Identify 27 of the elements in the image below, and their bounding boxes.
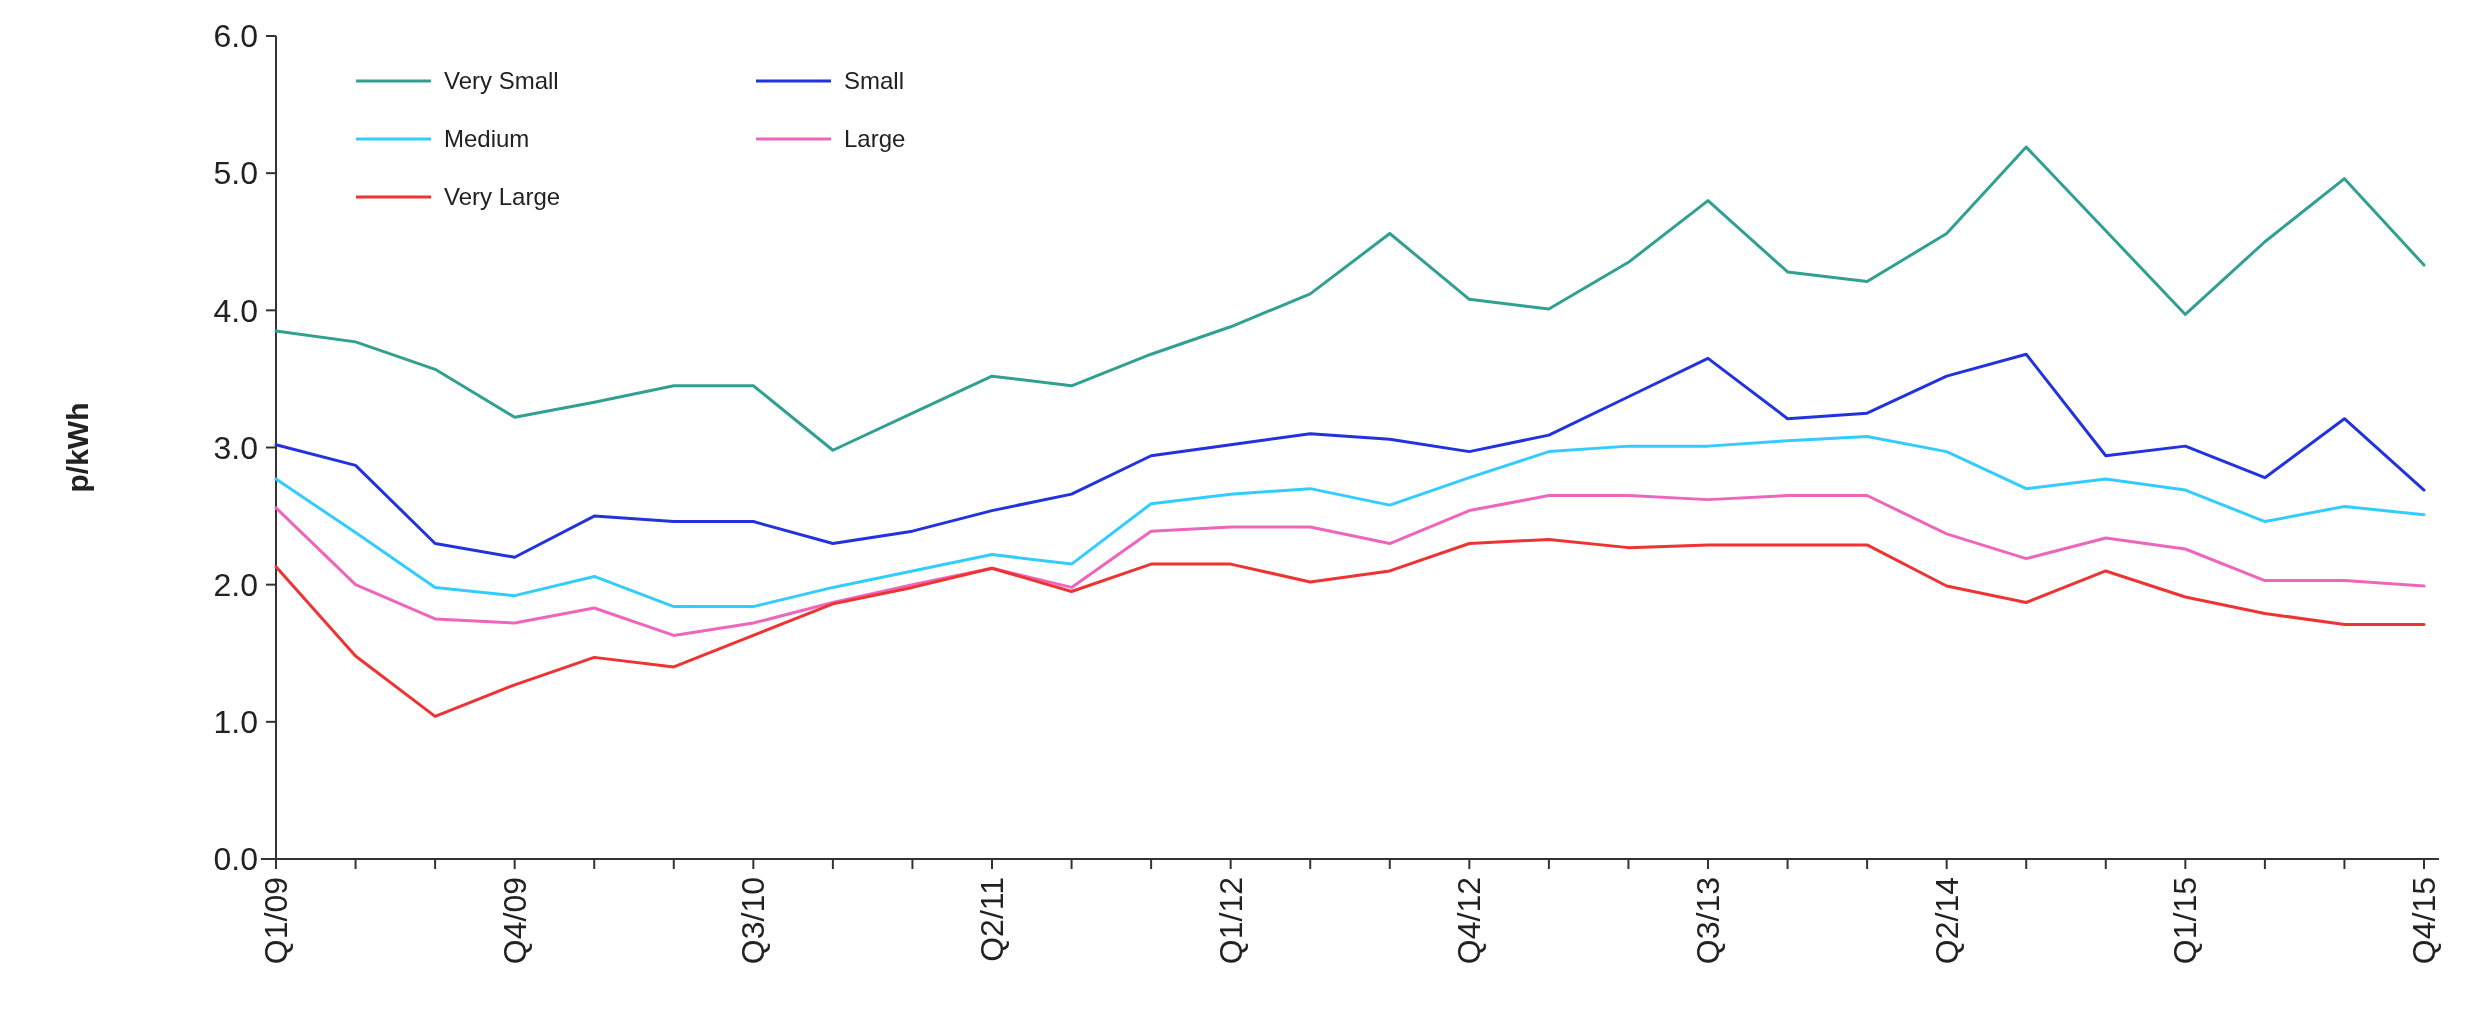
line-series <box>274 435 2426 609</box>
y-tick-label: 6.0 <box>213 18 258 55</box>
legend-label: Medium <box>444 125 530 153</box>
line-series <box>274 352 2426 559</box>
line-series <box>274 494 2426 637</box>
line-series <box>274 537 2426 718</box>
x-tick-label: Q1/09 <box>258 877 294 965</box>
y-axis-title: p/kWh <box>61 402 94 493</box>
legend-label: Small <box>844 67 905 95</box>
y-tick-label: 1.0 <box>213 704 258 741</box>
x-tick-label: Q4/15 <box>2406 877 2442 965</box>
legend-label: Large <box>844 125 906 153</box>
x-tick-label: Q4/09 <box>496 877 533 965</box>
x-tick-label: Q2/14 <box>1928 877 1965 965</box>
y-tick-label: 0.0 <box>213 841 258 878</box>
legend-label: Very Small <box>444 67 559 95</box>
y-tick-label: 2.0 <box>213 566 258 603</box>
x-tick-label: Q3/13 <box>1690 877 1726 965</box>
y-tick-label: 4.0 <box>213 292 258 329</box>
y-tick-label: 5.0 <box>213 155 258 192</box>
x-tick-label: Q1/15 <box>2167 877 2204 965</box>
x-tick-label: Q1/12 <box>1212 877 1249 965</box>
y-tick-label: 3.0 <box>213 429 258 466</box>
x-tick-label: Q2/11 <box>974 877 1010 962</box>
x-tick-label: Q3/10 <box>735 877 772 965</box>
x-tick-label: Q4/12 <box>1451 877 1488 965</box>
legend-label: Very Large <box>444 183 561 211</box>
